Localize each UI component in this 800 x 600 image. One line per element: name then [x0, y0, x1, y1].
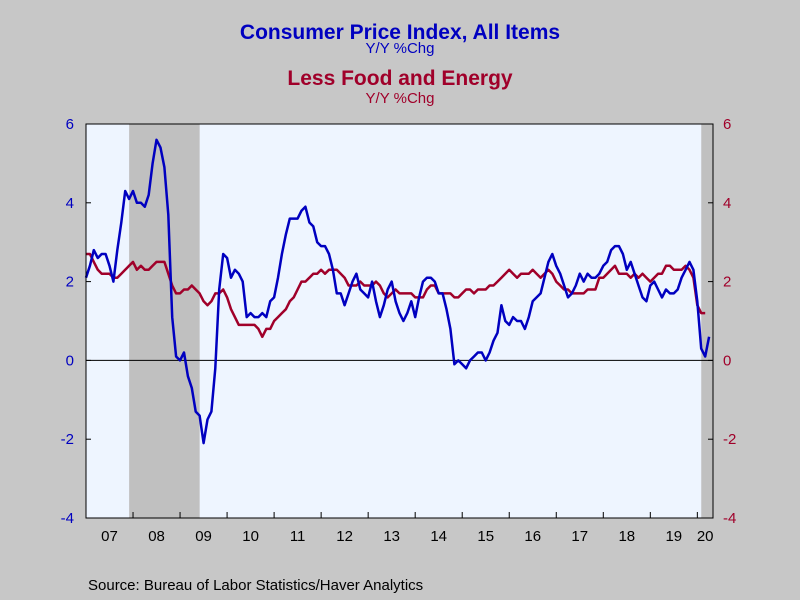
right-tick-label: -4	[723, 510, 736, 527]
left-tick-label: -2	[61, 431, 74, 448]
left-tick-label: 4	[66, 195, 74, 212]
source-note: Source: Bureau of Labor Statistics/Haver…	[88, 577, 423, 594]
year-label: 14	[430, 528, 447, 545]
cpi-all-items-line	[84, 138, 711, 445]
series-layer	[84, 138, 711, 445]
chart-title-subtitle: Y/Y %Chg	[366, 40, 435, 57]
plot-frame	[85, 123, 714, 519]
year-label: 08	[148, 528, 165, 545]
year-label: 10	[242, 528, 259, 545]
left-tick-label: 2	[66, 274, 74, 291]
right-tick-label: 6	[723, 116, 731, 133]
year-label: 15	[477, 528, 494, 545]
chart-title-secondary-subtitle: Y/Y %Chg	[366, 90, 435, 107]
year-label: 13	[383, 528, 400, 545]
right-tick-label: 0	[723, 352, 731, 369]
right-tick-label: 4	[723, 195, 731, 212]
right-tick-label: 2	[723, 274, 731, 291]
right-axis: 6 4 2 0 -2 -4	[708, 116, 736, 527]
chart-title: Consumer Price Index, All Items	[240, 21, 560, 44]
recession-shading	[129, 124, 713, 518]
recession-band	[701, 124, 713, 518]
year-label: 17	[571, 528, 588, 545]
recession-band	[129, 124, 200, 518]
year-label: 12	[336, 528, 353, 545]
left-tick-label: -4	[61, 510, 74, 527]
x-axis: 07 08 09 10 11 12 13 14 15 16 17 18 19 20	[101, 512, 714, 545]
left-tick-label: 0	[66, 352, 74, 369]
left-tick-label: 6	[66, 116, 74, 133]
year-label: 07	[101, 528, 118, 545]
core-cpi-line	[86, 252, 706, 339]
year-label: 09	[195, 528, 212, 545]
year-label: 18	[618, 528, 635, 545]
year-label: 20	[697, 528, 714, 545]
year-label: 16	[524, 528, 541, 545]
chart-title-secondary: Less Food and Energy	[287, 67, 513, 90]
right-tick-label: -2	[723, 431, 736, 448]
year-label: 11	[290, 528, 306, 545]
left-axis: 6 4 2 0 -2 -4	[61, 116, 91, 527]
year-label: 19	[665, 528, 682, 545]
